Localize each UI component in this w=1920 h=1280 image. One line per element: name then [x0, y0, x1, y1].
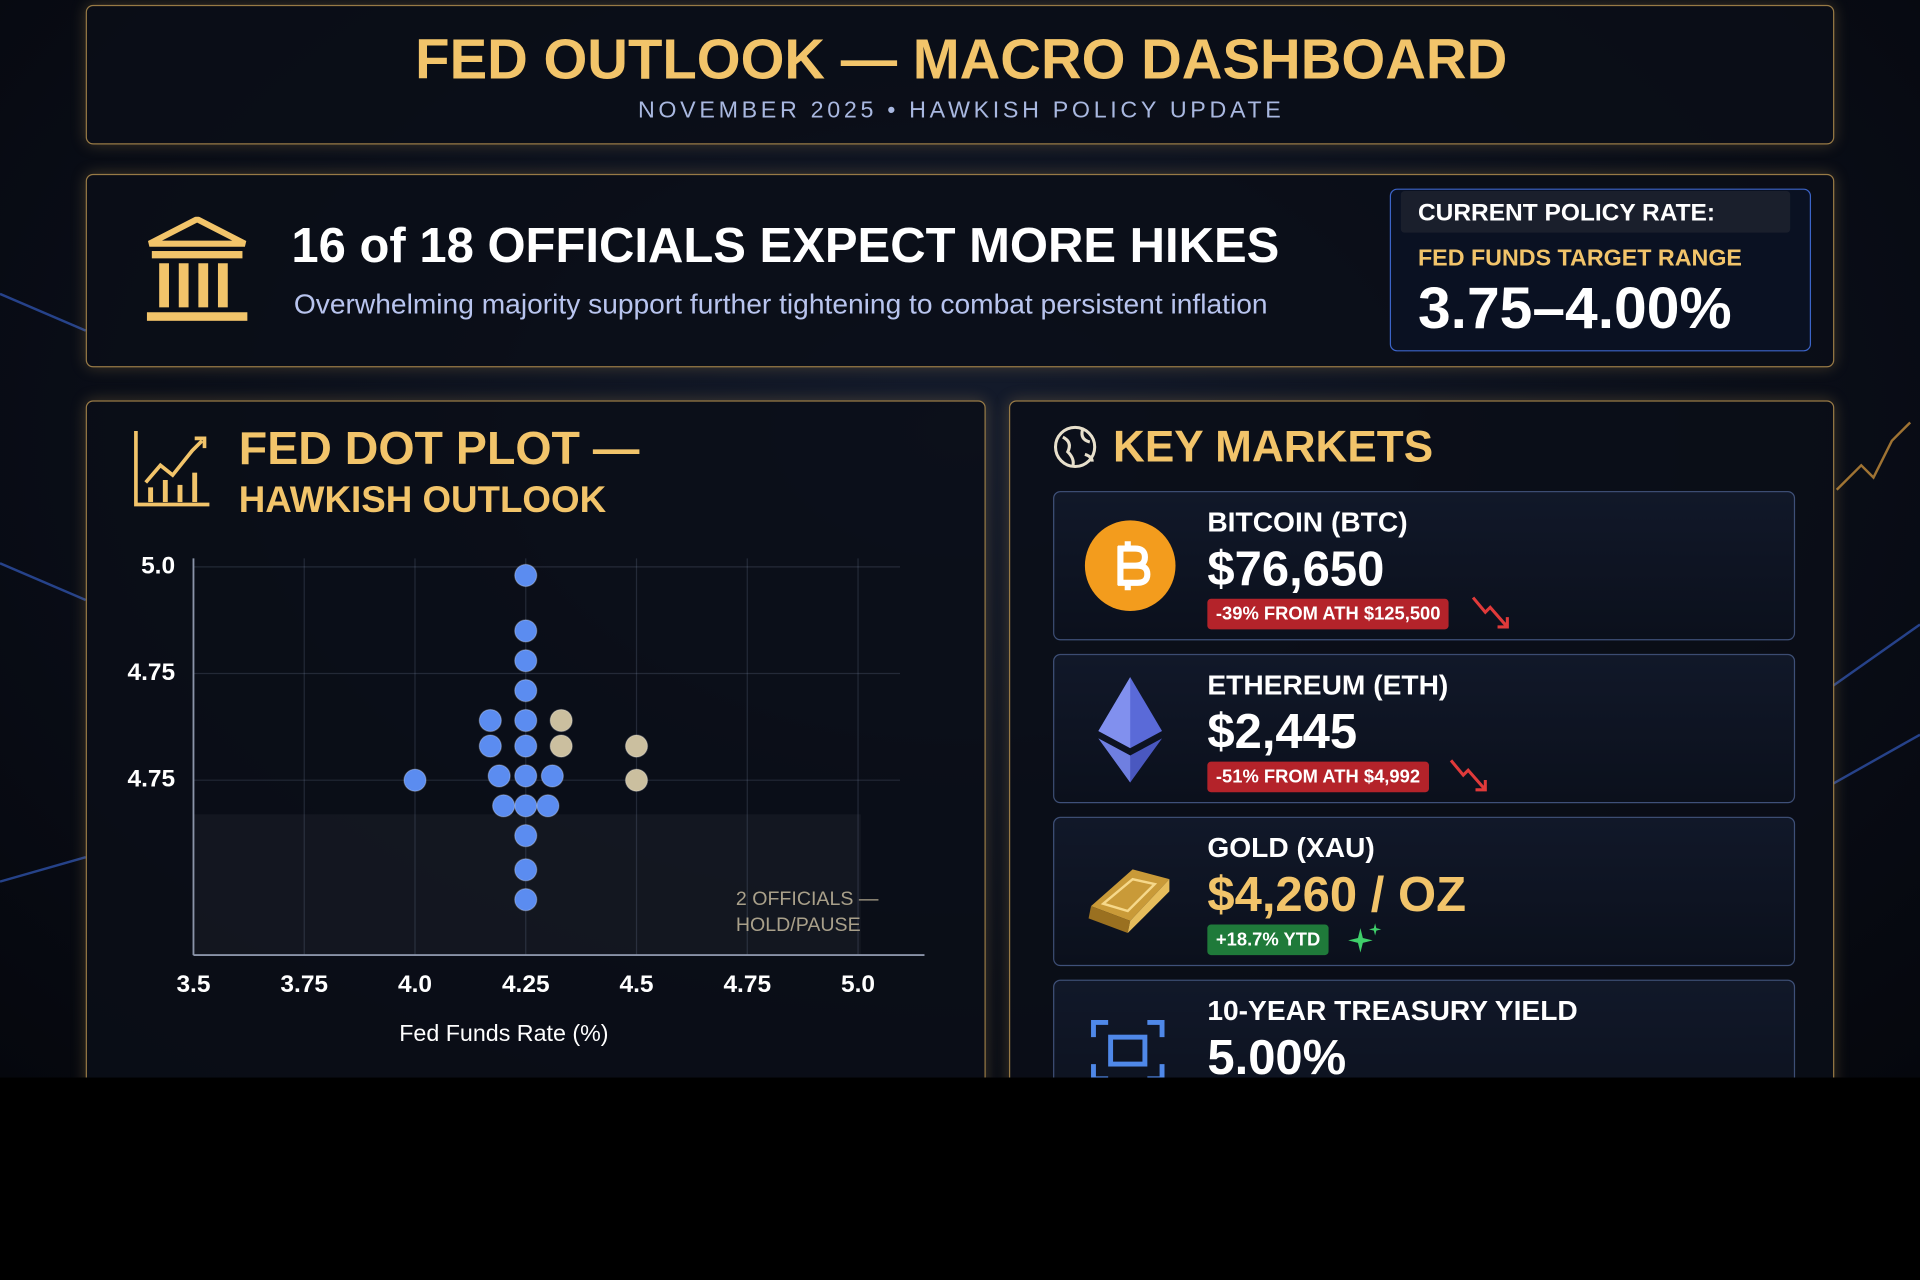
policy-value: 3.75–4.00% — [1417, 276, 1732, 342]
header-title: FED OUTLOOK — MACRO DASHBOARD — [415, 26, 1508, 91]
market-price: $76,650 — [1207, 542, 1385, 597]
dot — [514, 764, 538, 788]
annotation: HOLD/PAUSE — [736, 914, 861, 936]
market-change: -51% FROM ATH $4,992 — [1207, 761, 1429, 793]
y-tick-label: 4.75 — [127, 766, 175, 793]
banner-subtext: Overwhelming majority support further ti… — [293, 287, 1268, 320]
dot — [514, 708, 538, 733]
dot — [514, 858, 538, 882]
dot — [514, 888, 538, 912]
market-card: BITCOIN (BTC) $76,650 -39% FROM ATH $125… — [1053, 491, 1796, 641]
market-name: 10-YEAR TREASURY YIELD — [1207, 994, 1578, 1027]
globe-icon — [1053, 425, 1097, 469]
market-price: $2,445 — [1207, 705, 1358, 760]
dot — [624, 734, 649, 758]
dot — [514, 794, 538, 818]
y-tick-label: 4.75 — [127, 659, 175, 686]
market-price: 5.00% — [1207, 1031, 1347, 1078]
market-price: $4,260 / OZ — [1207, 868, 1467, 923]
market-card: ETHEREUM (ETH) $2,445 -51% FROM ATH $4,9… — [1053, 653, 1796, 804]
gold-icon — [1088, 869, 1170, 934]
x-tick-label: 3.5 — [176, 971, 210, 998]
dot — [540, 764, 564, 788]
dot — [478, 708, 502, 733]
market-name: BITCOIN (BTC) — [1207, 505, 1408, 538]
x-tick-label: 4.75 — [723, 971, 771, 998]
x-axis-title: Fed Funds Rate (%) — [399, 1020, 608, 1046]
market-change: -39% FROM ATH $125,500 — [1207, 598, 1450, 630]
down-arrow — [1449, 759, 1487, 792]
market-card: 10-YEAR TREASURY YIELD 5.00% — [1053, 979, 1796, 1078]
bitcoin-icon — [1084, 520, 1176, 612]
dot — [514, 619, 538, 643]
chart-subtitle: HAWKISH OUTLOOK — [238, 480, 607, 521]
dot — [478, 734, 502, 758]
policy-box: CURRENT POLICY RATE: FED FUNDS TARGET RA… — [1389, 188, 1812, 352]
dot — [514, 649, 538, 673]
dot — [491, 794, 516, 818]
dot — [549, 708, 573, 733]
dot — [624, 768, 649, 792]
header: FED OUTLOOK — MACRO DASHBOARD NOVEMBER 2… — [85, 4, 1835, 145]
dot-plot: 3.5 3.75 4.0 4.25 4.5 4.75 5.0 5.0 4.75 4.75 Fed F… — [127, 552, 925, 1046]
dot — [514, 563, 538, 588]
treasury-icon — [1091, 1020, 1165, 1078]
market-name: GOLD (XAU) — [1207, 831, 1375, 864]
x-tick-label: 4.0 — [398, 971, 432, 998]
dot — [514, 734, 538, 758]
x-tick-label: 4.5 — [620, 971, 654, 998]
x-tick-label: 5.0 — [841, 971, 875, 998]
markets-title: KEY MARKETS — [1113, 421, 1434, 472]
market-change: +18.7% YTD — [1207, 924, 1329, 956]
policy-label: CURRENT POLICY RATE: — [1417, 199, 1716, 227]
sparkle — [1348, 923, 1382, 953]
annotation: 2 OFFICIALS — — [736, 888, 879, 910]
header-subtitle: NOVEMBER 2025 • HAWKISH POLICY UPDATE — [637, 97, 1285, 124]
policy-range-label: FED FUNDS TARGET RANGE — [1417, 246, 1742, 272]
dot — [514, 824, 538, 848]
y-tick-label: 5.0 — [141, 552, 175, 579]
dot — [536, 794, 560, 818]
policy-label-bg — [1400, 191, 1791, 233]
dot — [514, 678, 538, 703]
banner-headline: 16 of 18 OFFICIALS EXPECT MORE HIKES — [291, 219, 1280, 274]
market-card: GOLD (XAU) $4,260 / OZ +18.7% YTD — [1053, 816, 1796, 967]
chart-icon — [134, 431, 210, 507]
ethereum-icon — [1098, 677, 1163, 783]
down-arrow — [1471, 596, 1509, 629]
background-lines — [0, 292, 1920, 883]
bank-icon — [146, 216, 248, 321]
dot — [403, 768, 427, 792]
dashboard: FED OUTLOOK — MACRO DASHBOARD NOVEMBER 2… — [0, 0, 1920, 1078]
x-tick-label: 3.75 — [280, 971, 328, 998]
banner: 16 of 18 OFFICIALS EXPECT MORE HIKES Ove… — [85, 173, 1835, 368]
dot — [487, 764, 511, 788]
x-tick-label: 4.25 — [502, 971, 550, 998]
dot — [549, 734, 573, 758]
market-name: ETHEREUM (ETH) — [1207, 668, 1449, 701]
chart-title: FED DOT PLOT — — [238, 423, 640, 476]
dot-plot-panel: FED DOT PLOT — HAWKISH OUTLOOK — [85, 400, 986, 1078]
